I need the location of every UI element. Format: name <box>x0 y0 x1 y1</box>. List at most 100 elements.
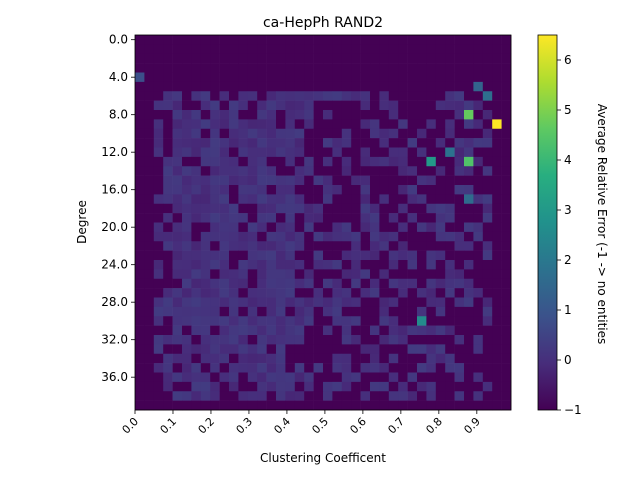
heatmap-cell <box>285 363 296 373</box>
heatmap-cell <box>407 297 418 308</box>
heatmap-cell <box>276 381 286 392</box>
heatmap-cell <box>238 363 249 373</box>
heatmap-cell <box>492 110 502 120</box>
heatmap-cell <box>135 381 145 392</box>
heatmap-cell <box>407 231 418 242</box>
heatmap-cell <box>163 222 173 233</box>
heatmap-cell <box>144 63 155 73</box>
heatmap-cell <box>398 138 408 148</box>
heatmap-cell <box>341 391 352 401</box>
heatmap-cell <box>266 288 277 298</box>
heatmap-cell <box>388 316 399 326</box>
heatmap-cell <box>210 391 220 401</box>
heatmap-cell <box>172 269 183 280</box>
heatmap-cell <box>360 241 371 251</box>
heatmap-cell <box>464 100 474 111</box>
heatmap-cell <box>219 203 230 214</box>
heatmap-cell <box>323 381 333 392</box>
heatmap-cell <box>313 297 324 308</box>
heatmap-cell <box>247 353 258 364</box>
heatmap-cell <box>492 175 502 186</box>
heatmap-cell <box>435 44 446 55</box>
heatmap-cell <box>144 372 155 383</box>
heatmap-cell <box>257 269 267 280</box>
heatmap-cell <box>210 110 220 120</box>
heatmap-cell <box>247 128 258 139</box>
heatmap-cell <box>501 269 512 280</box>
heatmap-cell <box>294 63 305 73</box>
heatmap-cell <box>482 269 493 280</box>
heatmap-cell <box>210 128 220 139</box>
heatmap-cell <box>482 175 493 186</box>
heatmap-cell <box>238 381 249 392</box>
heatmap-cell <box>266 44 277 55</box>
heatmap-cell <box>191 91 202 101</box>
heatmap-cell <box>351 222 361 233</box>
heatmap-cell <box>182 260 192 270</box>
heatmap-cell <box>285 325 296 336</box>
heatmap-cell <box>238 213 249 223</box>
heatmap-cell <box>388 91 399 101</box>
heatmap-cell <box>417 72 427 83</box>
heatmap-cell <box>313 241 324 251</box>
heatmap-cell <box>172 260 183 270</box>
heatmap-cell <box>229 269 239 280</box>
heatmap-cell <box>332 316 343 326</box>
heatmap-cell <box>313 372 324 383</box>
heatmap-cell <box>341 203 352 214</box>
heatmap-cell <box>445 288 455 298</box>
heatmap-cell <box>492 203 502 214</box>
heatmap-cell <box>229 250 239 261</box>
heatmap-cell <box>417 363 427 373</box>
heatmap-cell <box>210 269 220 280</box>
heatmap-cell <box>492 335 502 345</box>
heatmap-cell <box>172 297 183 308</box>
heatmap-cell <box>172 147 183 158</box>
heatmap-cell <box>313 128 324 139</box>
heatmap-cell <box>182 185 192 195</box>
heatmap-cell <box>482 63 493 73</box>
heatmap-cell <box>266 166 277 176</box>
heatmap-cell <box>153 241 164 251</box>
heatmap-cell <box>492 260 502 270</box>
heatmap-cell <box>153 400 164 411</box>
heatmap-cell <box>360 53 371 64</box>
heatmap-cell <box>294 353 305 364</box>
heatmap-cell <box>276 213 286 223</box>
heatmap-cell <box>163 269 173 280</box>
heatmap-cell <box>266 128 277 139</box>
heatmap-cell <box>172 344 183 355</box>
heatmap-cell <box>200 166 211 176</box>
heatmap-cell <box>379 391 390 401</box>
heatmap-cell <box>435 269 446 280</box>
heatmap-cell <box>323 335 333 345</box>
heatmap-cell <box>172 381 183 392</box>
heatmap-cell <box>304 222 314 233</box>
heatmap-cell <box>454 110 465 120</box>
heatmap-cell <box>304 91 314 101</box>
heatmap-cell <box>388 260 399 270</box>
heatmap-cell <box>144 316 155 326</box>
heatmap-cell <box>379 250 390 261</box>
heatmap-cell <box>454 194 465 205</box>
heatmap-cell <box>323 306 333 317</box>
heatmap-cell <box>266 260 277 270</box>
heatmap-cell <box>304 44 314 55</box>
heatmap-cell <box>210 138 220 148</box>
heatmap-cell <box>144 166 155 176</box>
heatmap-cell <box>153 363 164 373</box>
heatmap-cell <box>238 353 249 364</box>
heatmap-cell <box>473 325 484 336</box>
heatmap-cell <box>238 203 249 214</box>
heatmap-cell <box>370 194 380 205</box>
heatmap-cell <box>482 241 493 251</box>
heatmap-cell <box>200 72 211 83</box>
heatmap-cell <box>501 35 512 45</box>
heatmap-cell <box>163 72 173 83</box>
heatmap-cell <box>501 81 512 92</box>
heatmap-cell <box>407 381 418 392</box>
heatmap-cell <box>294 325 305 336</box>
heatmap-cell <box>454 363 465 373</box>
heatmap-cell <box>238 306 249 317</box>
heatmap-cell <box>435 335 446 345</box>
